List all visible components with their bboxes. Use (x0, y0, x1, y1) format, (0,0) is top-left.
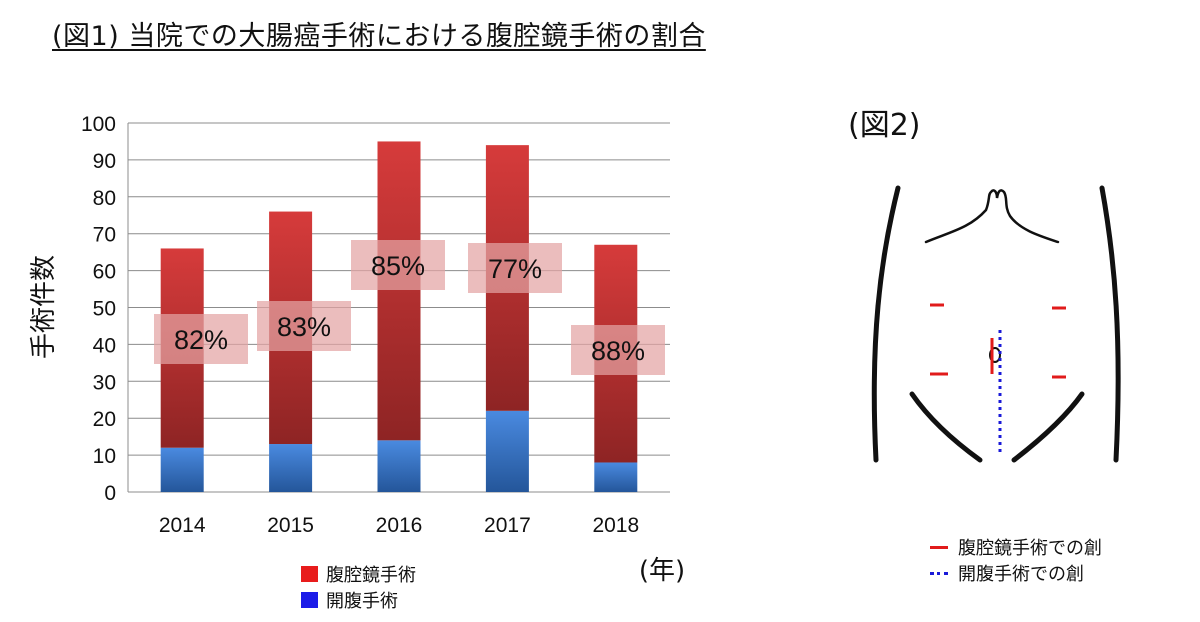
ratio-label: 82% (174, 325, 228, 355)
groin-left-line (909, 391, 983, 463)
y-tick-label: 80 (93, 187, 116, 210)
legend-swatch (301, 592, 318, 608)
ratio-label-box (257, 301, 351, 351)
y-tick-label: 100 (81, 113, 116, 136)
wound-legend-row-laparoscopic: 腹腔鏡手術での創 (930, 534, 1102, 560)
bar-open-surgery (160, 447, 204, 492)
y-tick-label: 60 (93, 261, 116, 284)
y-tick-label: 90 (93, 150, 116, 173)
y-tick-label: 50 (93, 298, 116, 321)
figure2-title: (図2) (848, 108, 921, 143)
y-tick-label: 0 (104, 482, 116, 505)
ratio-label: 85% (371, 251, 425, 281)
y-axis-title: 手術件数 (29, 255, 59, 359)
dotted-line-swatch (930, 571, 948, 575)
wound-legend-row-open: 開腹手術での創 (930, 560, 1102, 586)
x-tick-label: 2016 (376, 514, 423, 537)
figure1-title: (図1) 当院での大腸癌手術における腹腔鏡手術の割合 (52, 21, 706, 52)
ratio-label: 77% (488, 254, 542, 284)
x-tick-label: 2017 (484, 514, 531, 537)
ratio-label: 88% (591, 336, 645, 366)
solid-line-swatch (930, 545, 948, 549)
x-axis-unit-label: (年) (639, 556, 685, 586)
legend-swatch (301, 566, 318, 582)
bar-open-surgery (269, 444, 313, 492)
x-tick-label: 2014 (159, 514, 206, 537)
x-tick-label: 2015 (267, 514, 314, 537)
y-tick-label: 20 (93, 408, 116, 431)
y-tick-label: 30 (93, 371, 116, 394)
bar-open-surgery (594, 462, 638, 492)
y-tick-label: 70 (93, 224, 116, 247)
bar-open-surgery (485, 410, 529, 492)
stacked-bar-chart: 0 10 20 30 40 50 60 70 80 90 100 手術件数 2014 2015 2016 20… (29, 113, 685, 612)
chest-line (924, 189, 1060, 244)
y-tick-label: 10 (93, 445, 116, 468)
ratio-label: 83% (277, 312, 331, 342)
ratio-label-box (351, 240, 445, 290)
wound-legend-label: 開腹手術での創 (958, 564, 1084, 585)
ratio-label-box (571, 325, 665, 375)
legend-label: 開腹手術 (326, 591, 398, 612)
ratio-label-box (468, 243, 562, 293)
torso-right-outline (1099, 185, 1121, 463)
y-tick-label: 40 (93, 334, 116, 357)
groin-right-line (1011, 391, 1085, 463)
wound-legend-label: 腹腔鏡手術での創 (958, 538, 1102, 559)
x-tick-label: 2018 (592, 514, 639, 537)
abdomen-wound-diagram (871, 185, 1121, 463)
navel (989, 347, 1001, 363)
ratio-label-box (154, 314, 248, 364)
wound-legend: 腹腔鏡手術での創 開腹手術での創 (930, 534, 1102, 586)
bar-open-surgery (377, 440, 421, 492)
legend-label: 腹腔鏡手術 (326, 565, 416, 586)
torso-left-outline (871, 185, 901, 463)
bar-laparoscopic-surgery (377, 141, 421, 441)
